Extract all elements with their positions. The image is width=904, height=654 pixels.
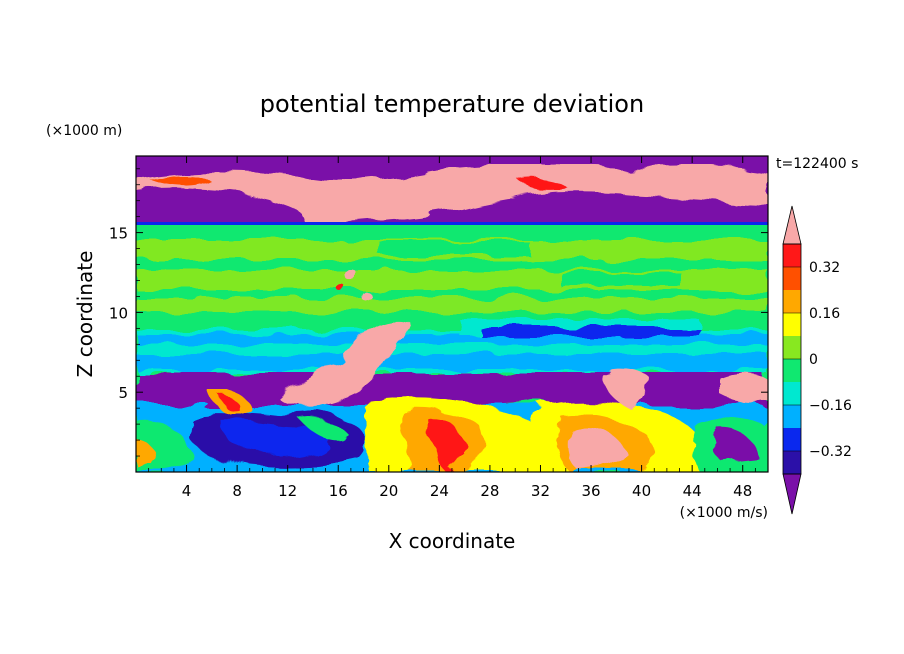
region-upper-pink (136, 164, 768, 226)
colorbar-label: 0.32 (809, 260, 840, 276)
colorbar-label: −0.32 (809, 444, 852, 460)
x-axis-ticks: 4 8 12 16 20 24 28 32 36 40 44 48 (148, 156, 756, 500)
colorbar-swatch (783, 428, 801, 451)
region-boundary (136, 389, 768, 472)
colorbar-min-arrow (782, 473, 802, 515)
colorbar-swatch (783, 451, 801, 474)
x-tick-label: 48 (733, 482, 752, 500)
x-tick-label: 40 (632, 482, 651, 500)
colorbar-swatch (783, 405, 801, 428)
x-tick-label: 24 (430, 482, 449, 500)
x-units-label: (×1000 m/s) (680, 505, 768, 521)
colorbar-swatch (783, 267, 801, 290)
x-tick-label: 32 (531, 482, 550, 500)
colorbar: −0.32 −0.16 0 0.16 0.32 (782, 205, 852, 515)
x-tick-label: 12 (278, 482, 297, 500)
colorbar-swatch (783, 313, 801, 336)
y-tick-label: 10 (109, 304, 128, 322)
colorbar-swatch (783, 336, 801, 359)
time-label: t=122400 s (776, 156, 858, 172)
x-axis-label: X coordinate (389, 529, 516, 553)
heatmap-field (136, 156, 768, 472)
y-units-label: (×1000 m) (46, 123, 122, 139)
colorbar-swatch (783, 382, 801, 405)
region-cyan (136, 320, 768, 374)
region-green-stripes (136, 240, 768, 312)
x-tick-label: 28 (480, 482, 499, 500)
y-axis-label: Z coordinate (73, 251, 97, 378)
x-tick-label: 4 (182, 482, 192, 500)
x-tick-label: 16 (329, 482, 348, 500)
colorbar-label: −0.16 (809, 398, 852, 414)
colorbar-label: 0.16 (809, 306, 840, 322)
y-tick-label: 15 (109, 225, 128, 243)
colorbar-swatch (783, 290, 801, 313)
x-tick-label: 36 (581, 482, 600, 500)
colorbar-label: 0 (809, 352, 818, 368)
colorbar-max-arrow (782, 205, 802, 245)
colorbar-swatch (783, 244, 801, 267)
x-tick-label: 8 (232, 482, 242, 500)
colorbar-swatch (783, 359, 801, 382)
chart-title: potential temperature deviation (260, 90, 644, 118)
y-axis-ticks: 5 10 15 (109, 168, 768, 457)
x-tick-label: 44 (683, 482, 702, 500)
y-tick-label: 5 (118, 384, 128, 402)
x-tick-label: 20 (379, 482, 398, 500)
region-pink-plumes (280, 268, 768, 410)
